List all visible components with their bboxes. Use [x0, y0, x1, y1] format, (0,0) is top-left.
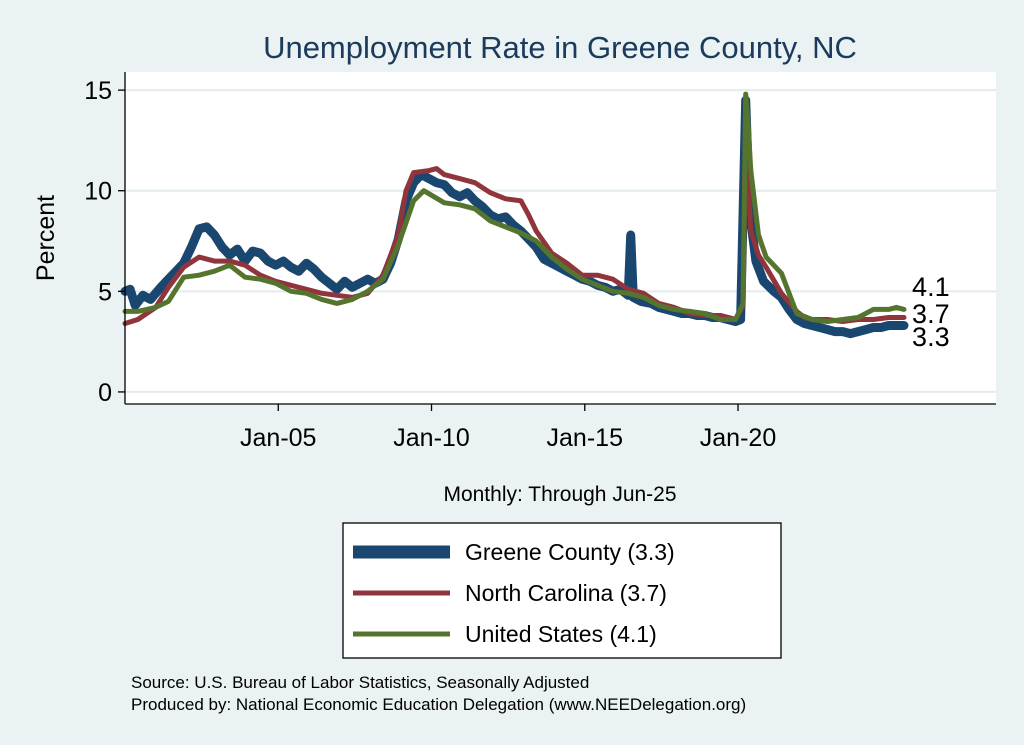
y-tick-label: 5	[98, 278, 112, 306]
chart-title: Unemployment Rate in Greene County, NC	[263, 30, 857, 65]
x-axis-title: Monthly: Through Jun-25	[443, 483, 676, 506]
legend-label-0: Greene County (3.3)	[465, 539, 675, 565]
legend-label-1: North Carolina (3.7)	[465, 580, 667, 606]
y-tick-label: 10	[84, 178, 112, 206]
produced-by-note: Produced by: National Economic Education…	[131, 695, 746, 714]
x-tick-label: Jan-15	[547, 424, 623, 452]
x-tick-label: Jan-10	[393, 424, 469, 452]
y-axis-title: Percent	[32, 195, 60, 281]
y-ticks: 0 5 10 15	[84, 77, 125, 407]
y-tick-label: 0	[98, 379, 112, 407]
series-line-2	[122, 91, 907, 324]
series-lines	[120, 91, 909, 339]
legend: Greene County (3.3) North Carolina (3.7) U…	[342, 522, 782, 659]
legend-label-2: United States (4.1)	[465, 621, 657, 647]
end-labels: 3.33.74.1	[912, 272, 950, 352]
end-label-0: 3.3	[912, 322, 950, 352]
grid-lines	[125, 89, 996, 393]
source-note: Source: U.S. Bureau of Labor Statistics,…	[131, 673, 589, 692]
end-label-1: 3.7	[912, 299, 950, 329]
x-tick-label: Jan-05	[240, 424, 316, 452]
end-label-2: 4.1	[912, 272, 950, 302]
axes	[124, 72, 996, 405]
plot-area	[125, 72, 996, 404]
x-tick-label: Jan-20	[700, 424, 776, 452]
y-tick-label: 15	[84, 77, 112, 105]
x-ticks: Jan-05 Jan-10 Jan-15 Jan-20	[240, 404, 776, 452]
